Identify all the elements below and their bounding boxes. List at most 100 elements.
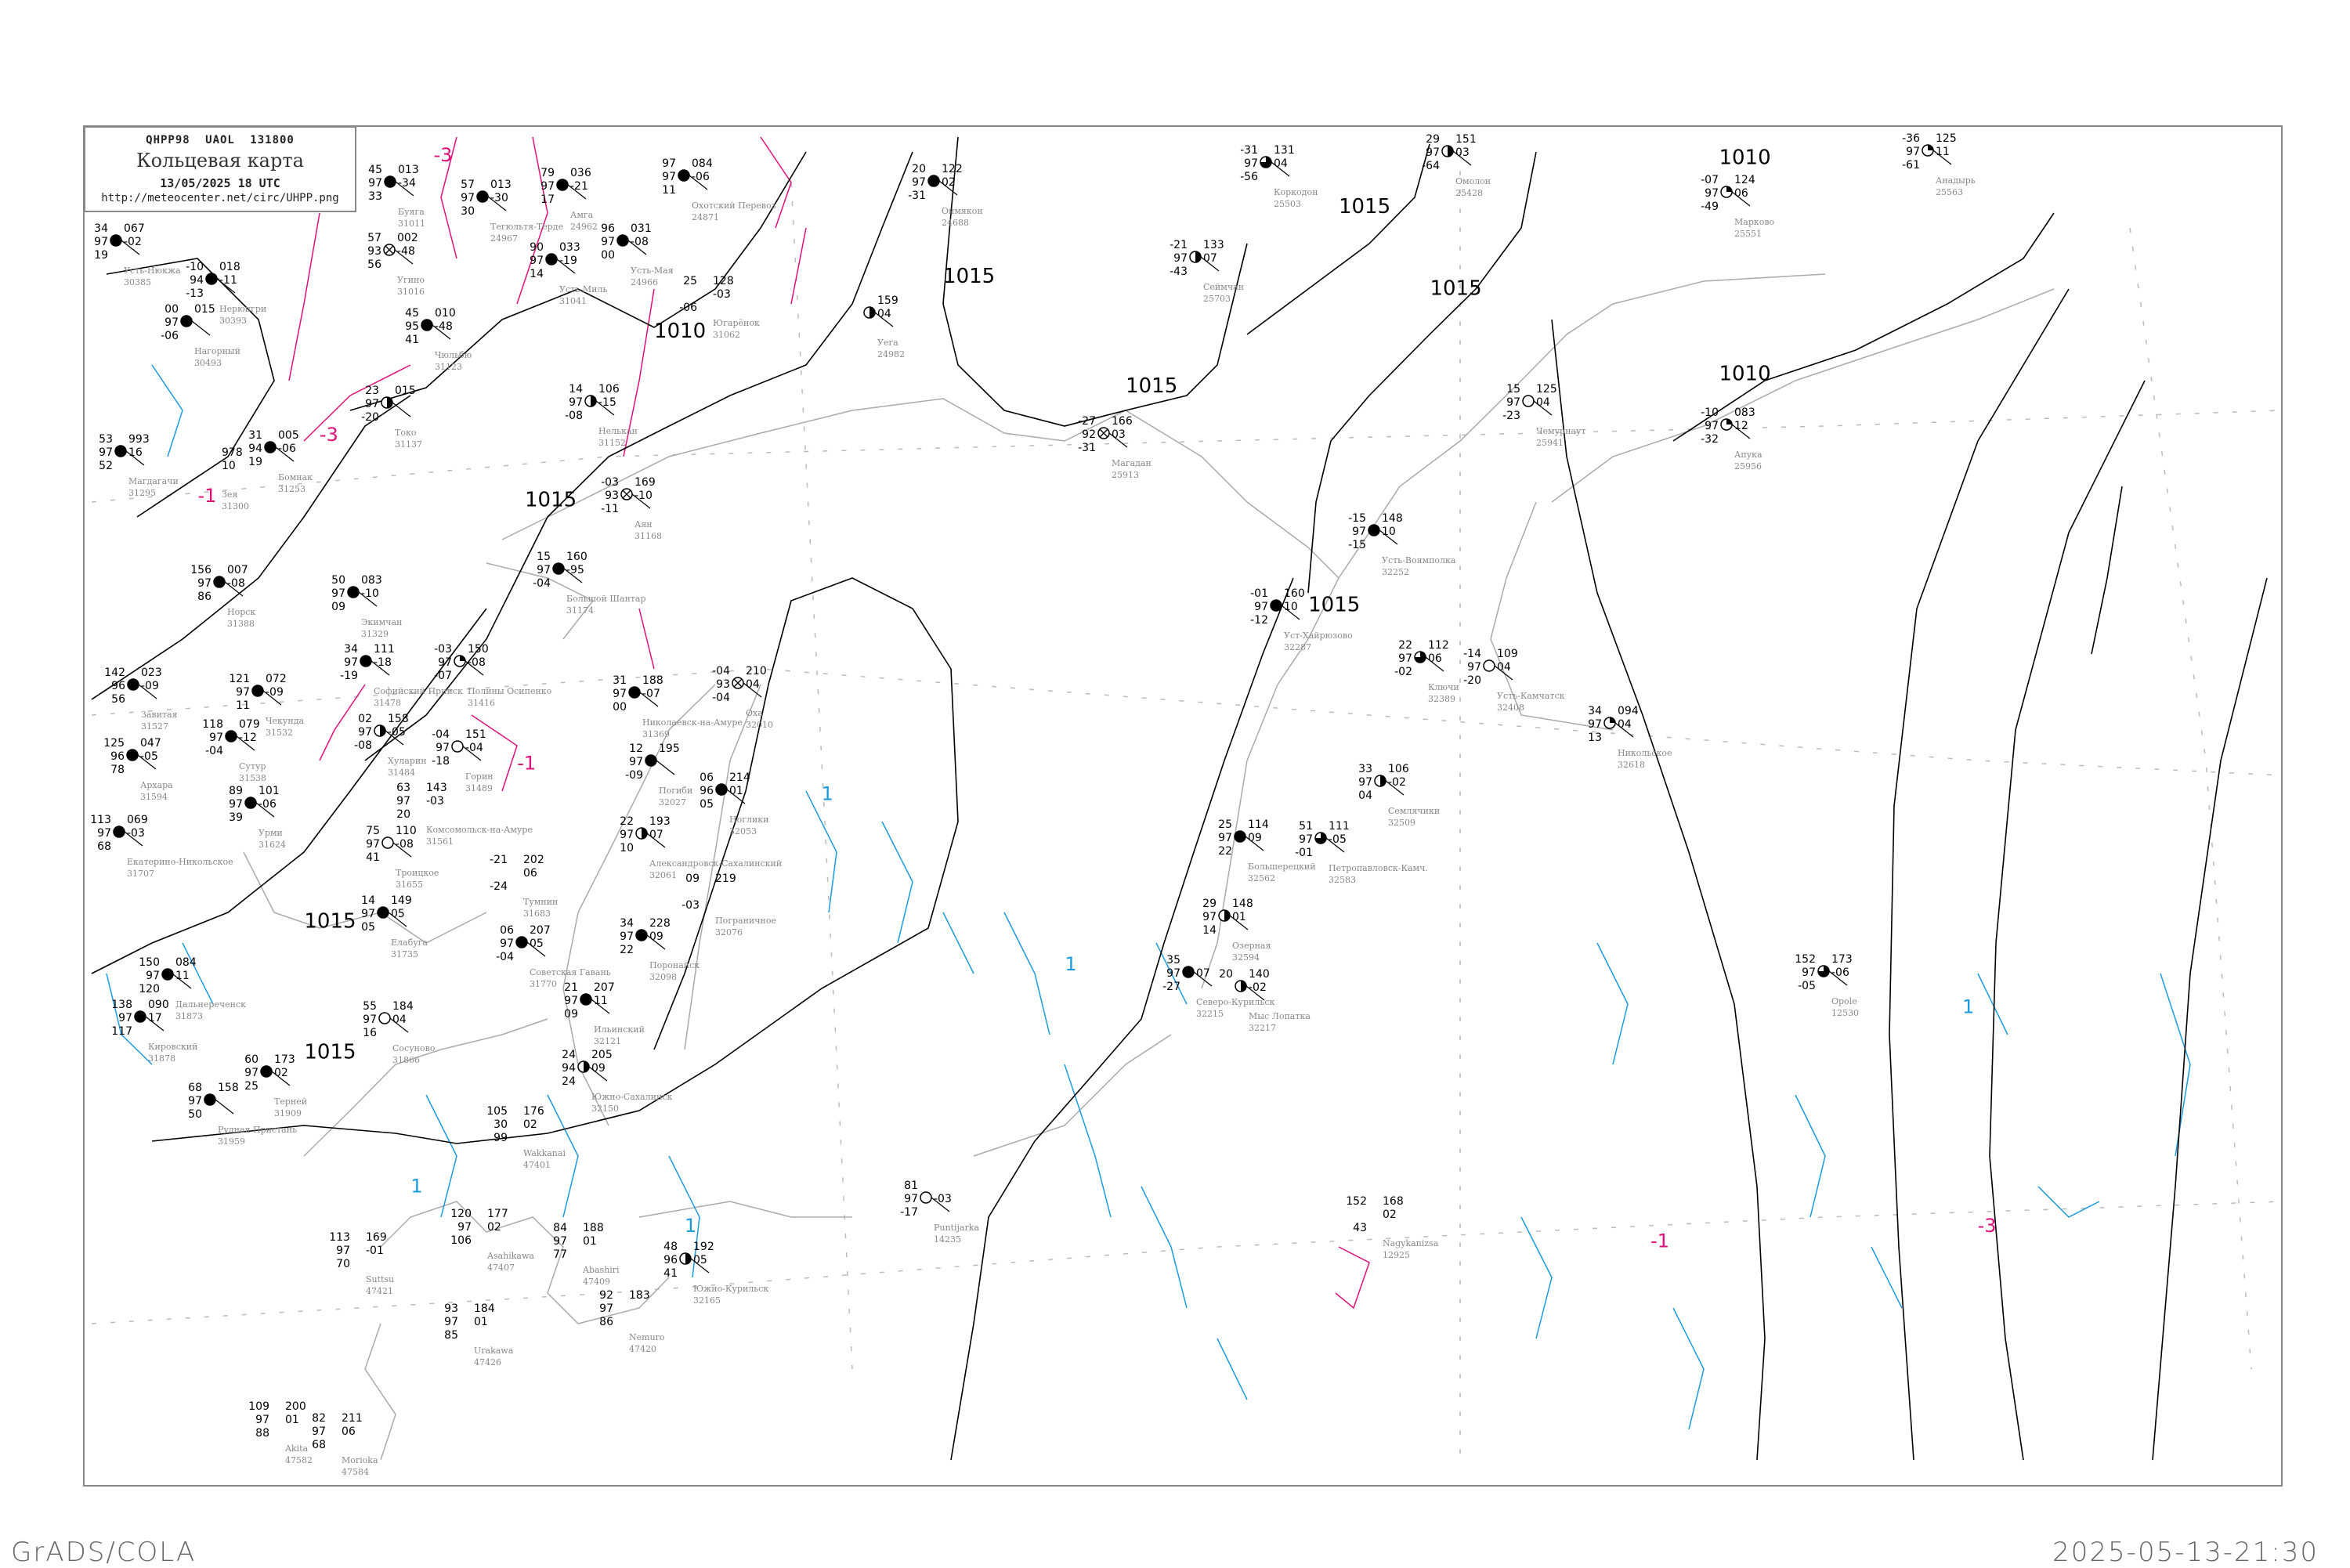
visibility: 97 <box>255 1414 269 1426</box>
station-index: 25703 <box>1203 294 1231 304</box>
cloud-cover-full-icon <box>1234 830 1246 843</box>
visibility: 97 <box>1352 526 1366 538</box>
pressure: 013 <box>490 179 512 191</box>
temperature: 34 <box>94 222 108 235</box>
dew-point: -08 <box>354 739 372 752</box>
coastline <box>380 1201 670 1324</box>
pressure-tendency: 06 <box>523 867 537 880</box>
station-index: 32215 <box>1196 1009 1224 1019</box>
isobar <box>1307 151 1537 594</box>
cloud-cover-full-icon <box>1270 599 1282 612</box>
isotherm-label-group: -3 <box>433 144 452 166</box>
cloud-cover-full-icon <box>360 655 372 667</box>
visibility: 97 <box>438 656 452 669</box>
pressure-tendency: -08 <box>227 577 245 590</box>
pressure: 112 <box>1428 639 1449 652</box>
pressure-tendency: -06 <box>278 443 296 455</box>
temperature: 105 <box>486 1105 508 1118</box>
temperature: -04 <box>432 728 450 741</box>
pressure-tendency: -06 <box>1831 966 1849 979</box>
dew-point: 86 <box>599 1316 613 1328</box>
graticule-line <box>790 182 853 1370</box>
wind-barb-icon <box>595 400 615 416</box>
wind-barb-icon <box>255 802 275 818</box>
station-name: Рудная Пристань <box>218 1125 297 1135</box>
visibility: 96 <box>663 1254 678 1266</box>
temperature: 34 <box>1588 705 1602 717</box>
isotherm-warm <box>1795 1094 1826 1218</box>
temperature: 55 <box>363 1000 377 1013</box>
pressure-tendency: -01 <box>366 1245 384 1257</box>
station-name: Архара <box>140 780 173 790</box>
station-name: Полины Осипенко <box>468 686 552 696</box>
wind-barb-icon <box>1246 985 1265 1001</box>
temperature: 156 <box>190 564 212 576</box>
pressure-tendency: 04 <box>392 1013 407 1026</box>
isotherm-label: -1 <box>197 485 216 507</box>
isobar-label: 1015 <box>1339 195 1390 219</box>
station-index: 32217 <box>1249 1023 1276 1033</box>
temperature: 96 <box>601 222 615 235</box>
cloud-cover-half-icon <box>1218 909 1231 922</box>
cloud-cover-full-icon <box>556 179 569 191</box>
visibility: 97 <box>1506 396 1520 409</box>
dew-point: -20 <box>1463 674 1481 687</box>
station-index: 25956 <box>1734 461 1762 471</box>
pressure-tendency: 16 <box>128 446 143 459</box>
pressure: 169 <box>366 1231 387 1244</box>
pressure-tendency: 02 <box>487 1221 501 1234</box>
station-index: 25551 <box>1734 229 1762 239</box>
station-index: 31329 <box>361 629 389 639</box>
visibility: 97 <box>1202 911 1217 923</box>
wind-barb-icon <box>191 320 211 336</box>
pressure: 978 <box>222 446 243 459</box>
isobar <box>349 151 807 411</box>
pressure-tendency: 05 <box>530 938 544 950</box>
isotherm-warm <box>2037 1186 2100 1218</box>
visibility: 94 <box>562 1062 576 1075</box>
station-name: Кировский <box>148 1042 197 1052</box>
pressure-tendency: -05 <box>1329 833 1347 846</box>
temperature: 138 <box>111 999 132 1011</box>
temperature: 00 <box>164 303 179 316</box>
station-name: Горин <box>465 771 494 782</box>
cloud-cover-threequarter-icon <box>1260 156 1272 168</box>
isotherm-label: -3 <box>320 424 338 446</box>
visibility: 97 <box>444 1316 458 1328</box>
pressure: 993 <box>128 433 150 446</box>
dew-point: 19 <box>248 456 262 468</box>
isotherm-cold <box>1335 1246 1370 1310</box>
cloud-cover-full-icon <box>616 234 629 247</box>
station-index: 32061 <box>649 870 677 880</box>
cloud-cover-full-icon <box>205 273 218 285</box>
temperature: 29 <box>1426 133 1440 146</box>
pressure: 214 <box>729 771 750 784</box>
station-name: Екатерино-Никольское <box>127 857 233 867</box>
visibility: 97 <box>436 742 450 754</box>
temperature: 113 <box>90 814 111 826</box>
pressure: 202 <box>523 854 544 866</box>
dew-point: 88 <box>255 1427 269 1440</box>
dew-point: 22 <box>1218 845 1232 858</box>
station-name: Южно-Сахалинск <box>591 1092 672 1102</box>
temperature: 90 <box>530 241 544 254</box>
dew-point: -18 <box>432 755 450 768</box>
station-index: 47407 <box>487 1263 515 1273</box>
coastline <box>684 684 761 1050</box>
dew-point: -27 <box>1162 981 1180 993</box>
station-index: 31300 <box>222 501 249 511</box>
station-name: Сутур <box>239 761 266 771</box>
cloud-cover-full-icon <box>126 749 139 761</box>
